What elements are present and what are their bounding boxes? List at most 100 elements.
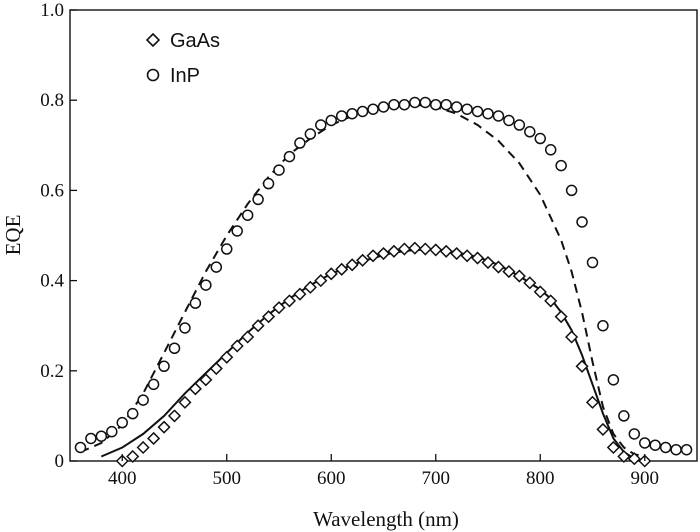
gaas-point (617, 449, 631, 464)
gaas-point (324, 267, 338, 281)
gaas-point (136, 440, 150, 455)
inp-point (367, 103, 379, 115)
y-tick-label: 0.8 (40, 90, 64, 111)
gaas-point (376, 246, 391, 261)
x-tick-label: 400 (108, 468, 137, 489)
inp-point (85, 432, 97, 445)
x-axis-title: Wavelength (nm) (313, 507, 459, 531)
inp-point (210, 261, 223, 273)
inp-point (241, 209, 254, 221)
inp-point (492, 110, 505, 122)
gaas-point (366, 249, 380, 263)
gaas-point (157, 420, 171, 434)
x-tick-label: 700 (422, 468, 451, 489)
x-tick-label: 600 (317, 468, 346, 489)
inp-point (200, 279, 212, 291)
gaas-point (429, 243, 443, 257)
inp-point (335, 110, 348, 122)
inp-point (147, 378, 160, 391)
inp-point (126, 407, 139, 420)
inp-point (618, 410, 630, 422)
gaas-point (220, 350, 234, 364)
solid-fit-curve (100, 248, 646, 462)
inp-point (482, 107, 494, 120)
gaas-point (178, 395, 192, 409)
plot-border (69, 9, 698, 462)
circle-marker-icon (146, 68, 160, 82)
inp-point (283, 150, 296, 163)
inp-point (430, 98, 442, 111)
x-axis-ticks: 400 500 600 700 800 900 (108, 454, 659, 489)
inp-point (544, 144, 557, 156)
gaas-point (575, 359, 589, 373)
gaas-point (565, 330, 579, 344)
dashed-curve-line (80, 103, 646, 458)
inp-point (565, 184, 578, 197)
inp-point (356, 105, 369, 118)
inp-point (440, 98, 452, 111)
gaas-point (230, 339, 244, 353)
plot-frame (69, 9, 698, 462)
inp-point (461, 103, 473, 115)
gaas-point (293, 287, 307, 301)
gaas-point (261, 310, 276, 324)
legend: GaAs InP (145, 30, 220, 87)
gaas-point (147, 431, 161, 446)
gaas-point (241, 330, 255, 344)
gaas-point (387, 244, 401, 258)
gaas-point (502, 265, 516, 279)
gaas-point (397, 242, 411, 256)
inp-point (346, 107, 358, 120)
inp-point (106, 425, 118, 438)
inp-point (471, 105, 484, 118)
inp-point (586, 256, 599, 269)
gaas-point (188, 382, 202, 396)
y-tick-label: 0.2 (40, 361, 64, 382)
legend-label-inp: InP (170, 65, 200, 87)
gaas-point (481, 255, 495, 270)
gaas-point (303, 280, 317, 294)
gaas-point (606, 440, 620, 455)
gaas-point (554, 310, 568, 324)
gaas-point (282, 294, 297, 308)
inp-point (680, 443, 693, 456)
inp-point (450, 101, 463, 113)
inp-point (189, 297, 202, 309)
y-tick-label: 0 (55, 451, 65, 472)
gaas-point (314, 274, 328, 288)
y-axis-ticks: 0 0.2 0.4 0.6 0.8 1.0 (40, 0, 77, 472)
y-axis-title: EQE (1, 215, 25, 256)
gaas-point (199, 373, 213, 387)
inp-point (409, 96, 421, 109)
inp-point (534, 132, 546, 145)
gaas-point (251, 319, 265, 333)
inp-point (398, 98, 411, 111)
inp-point (524, 126, 536, 138)
inp-point (555, 159, 567, 172)
inp-point (639, 437, 651, 449)
legend-label-gaas: GaAs (170, 30, 220, 52)
gaas-data-points (115, 241, 652, 468)
inp-point (221, 243, 233, 255)
inp-point (649, 439, 661, 451)
inp-point (273, 164, 285, 176)
inp-point (597, 319, 609, 332)
inp-point (304, 128, 317, 140)
gaas-point (450, 246, 464, 261)
gaas-point (439, 244, 453, 258)
gaas-point (272, 301, 286, 315)
legend-entry-gaas: GaAs (145, 30, 220, 52)
inp-point (179, 322, 191, 334)
inp-data-points (74, 96, 693, 456)
inp-point (116, 416, 128, 429)
gaas-point (460, 249, 474, 263)
gaas-point (596, 422, 610, 436)
inp-point (95, 430, 108, 442)
x-tick-label: 900 (631, 468, 660, 489)
y-tick-label: 0.6 (40, 180, 64, 201)
inp-point (659, 441, 672, 454)
solid-curve-line (100, 248, 646, 462)
inp-point (576, 216, 588, 228)
diamond-marker-icon (145, 32, 161, 48)
gaas-point (491, 260, 506, 274)
